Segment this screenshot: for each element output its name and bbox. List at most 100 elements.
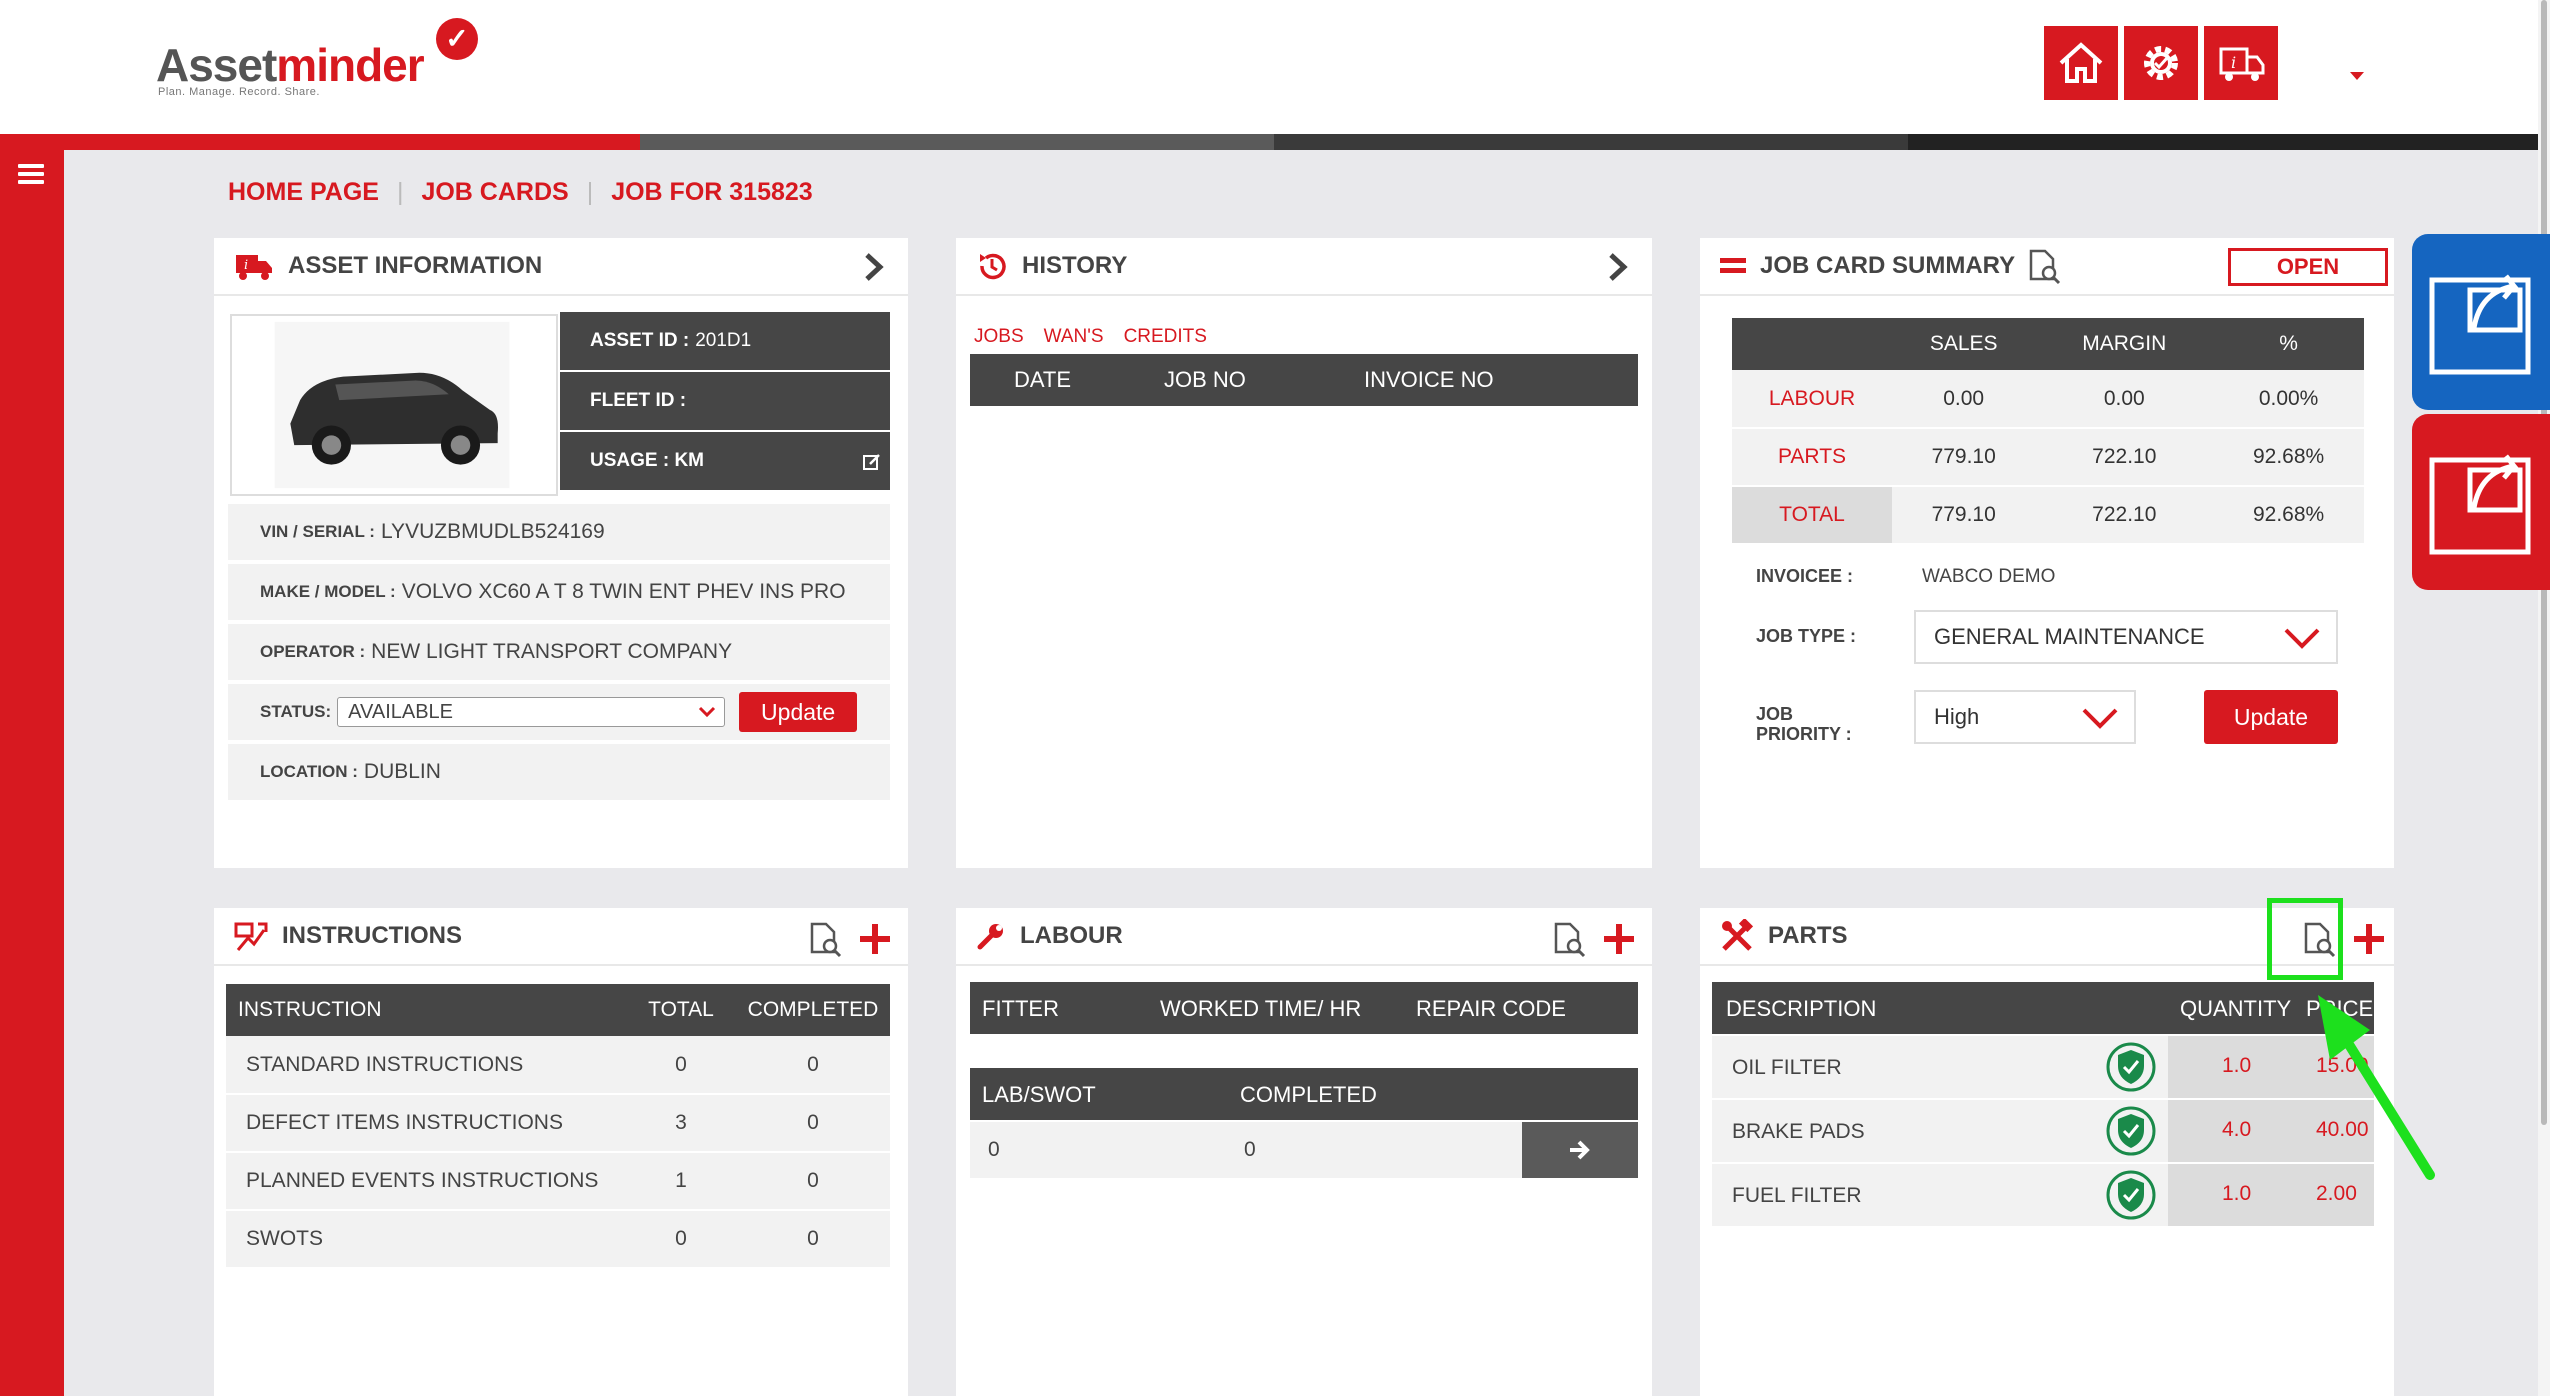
cell-sales: 779.10 <box>1892 428 2036 487</box>
chevron-down-icon <box>2082 708 2118 729</box>
logo-text-asset: Asset <box>156 39 277 91</box>
svg-text:i: i <box>2231 53 2236 72</box>
view-document-icon[interactable] <box>2025 247 2063 285</box>
job-priority-value: High <box>1934 704 1980 729</box>
breadcrumb-home[interactable]: HOME PAGE <box>228 178 379 206</box>
table-row[interactable]: FUEL FILTER 1.0 2.00 <box>1712 1164 2374 1226</box>
col-invoice-no[interactable]: INVOICE NO <box>1364 367 1494 392</box>
labour-header: LABOUR <box>956 908 1652 966</box>
view-document-icon[interactable] <box>2300 920 2338 958</box>
job-priority-select[interactable]: High <box>1914 690 2136 744</box>
parts-table-header: DESCRIPTION QUANTITY PRICE <box>1712 982 2374 1034</box>
home-button[interactable] <box>2044 26 2118 100</box>
breadcrumb-current[interactable]: JOB FOR 315823 <box>611 178 813 206</box>
table-row[interactable]: STANDARD INSTRUCTIONS 0 0 <box>226 1036 890 1095</box>
vehicle-image <box>230 314 558 496</box>
instruction-completed: 0 <box>736 1152 890 1211</box>
cell-pct: 0.00% <box>2213 370 2364 429</box>
asset-id-value: 201D1 <box>695 330 752 351</box>
view-document-icon[interactable] <box>806 920 844 958</box>
parts-header: PARTS <box>1700 908 2394 966</box>
table-row[interactable]: PLANNED EVENTS INSTRUCTIONS 1 0 <box>226 1152 890 1211</box>
status-select[interactable]: AVAILABLE <box>337 697 726 727</box>
breadcrumb-job-cards[interactable]: JOB CARDS <box>421 178 569 206</box>
export-red-button[interactable] <box>2412 414 2550 590</box>
instruction-name: STANDARD INSTRUCTIONS <box>226 1036 626 1095</box>
top-bar-segment-2 <box>640 134 1274 150</box>
location-label: LOCATION : <box>260 762 358 781</box>
app-header: Assetminder Plan. Manage. Record. Share.… <box>0 0 2550 134</box>
lab-completed-value: 0 <box>1244 1138 1256 1161</box>
status-select-value: AVAILABLE <box>348 700 454 723</box>
instructions-title: INSTRUCTIONS <box>282 922 462 949</box>
vehicle-info-button[interactable]: i <box>2204 26 2278 100</box>
labour-table-header: FITTER WORKED TIME/ HR REPAIR CODE <box>970 982 1638 1034</box>
lab-swot-go-button[interactable] <box>1522 1122 1638 1178</box>
edit-icon[interactable] <box>862 452 882 472</box>
add-instruction-icon[interactable] <box>860 924 890 954</box>
make-model-value: VOLVO XC60 A T 8 TWIN ENT PHEV INS PRO <box>401 580 846 603</box>
settings-button[interactable] <box>2124 26 2198 100</box>
col-completed: COMPLETED <box>736 984 890 1036</box>
col-job-no[interactable]: JOB NO <box>1164 367 1246 392</box>
history-table-header: DATE JOB NO INVOICE NO <box>970 354 1638 406</box>
page-scrollbar[interactable] <box>2538 0 2550 1396</box>
tab-jobs[interactable]: JOBS <box>974 326 1024 347</box>
location-value: DUBLIN <box>363 760 441 783</box>
truck-info-icon: i <box>236 255 272 280</box>
instruction-total: 1 <box>626 1152 736 1211</box>
table-row[interactable]: DEFECT ITEMS INSTRUCTIONS 3 0 <box>226 1094 890 1153</box>
make-model-label: MAKE / MODEL : <box>260 582 396 601</box>
cell-margin: 722.10 <box>2035 486 2214 545</box>
history-header: HISTORY <box>956 238 1652 296</box>
export-blue-button[interactable] <box>2412 234 2550 410</box>
cell-pct: 92.68% <box>2213 428 2364 487</box>
summary-table: SALES MARGIN % LABOUR 0.00 0.00 0.00% PARTS… <box>1732 318 2364 545</box>
user-menu-caret-icon[interactable] <box>2350 72 2364 80</box>
operator-label: OPERATOR : <box>260 642 366 661</box>
usage-label: USAGE : KM <box>590 450 704 471</box>
history-panel: HISTORY JOBS WAN'S CREDITS DATE JOB NO I… <box>956 238 1652 868</box>
operator-value: NEW LIGHT TRANSPORT COMPANY <box>371 640 733 663</box>
part-price: 2.00 <box>2316 1182 2357 1205</box>
external-link-icon <box>2429 274 2531 375</box>
instruction-name: PLANNED EVENTS INSTRUCTIONS <box>226 1152 626 1211</box>
tab-wans[interactable]: WAN'S <box>1043 326 1104 347</box>
job-card-summary-panel: JOB CARD SUMMARY OPEN SALES MARGIN % LAB… <box>1700 238 2394 868</box>
job-type-select[interactable]: GENERAL MAINTENANCE <box>1914 610 2338 664</box>
vin-value: LYVUZBMUDLB524169 <box>380 520 605 543</box>
car-photo-icon <box>274 321 510 489</box>
table-row[interactable]: SWOTS 0 0 <box>226 1210 890 1269</box>
hamburger-menu-icon[interactable] <box>18 164 44 184</box>
table-row[interactable]: BRAKE PADS 4.0 40.00 <box>1712 1100 2374 1162</box>
highlight-box <box>2267 898 2343 980</box>
add-part-icon[interactable] <box>2354 924 2384 954</box>
job-priority-update-button[interactable]: Update <box>2204 690 2338 744</box>
parts-list: OIL FILTER 1.0 15.00 BRAKE PADS 4.0 40.0… <box>1712 1036 2374 1258</box>
view-document-icon[interactable] <box>1550 920 1588 958</box>
chevron-right-icon[interactable] <box>1602 252 1632 282</box>
summary-row-labour: LABOUR 0.00 0.00 0.00% <box>1732 370 2364 429</box>
labour-title: LABOUR <box>1020 922 1123 949</box>
col-completed: COMPLETED <box>1240 1082 1377 1107</box>
summary-col-margin: MARGIN <box>2035 318 2214 370</box>
add-labour-icon[interactable] <box>1604 924 1634 954</box>
summary-row-parts: PARTS 779.10 722.10 92.68% <box>1732 428 2364 487</box>
asset-information-header: i ASSET INFORMATION <box>214 238 908 296</box>
operator-row: OPERATOR : NEW LIGHT TRANSPORT COMPANY <box>228 624 890 680</box>
logo-tagline: Plan. Manage. Record. Share. <box>158 86 320 98</box>
part-quantity: 4.0 <box>2222 1118 2252 1141</box>
tab-credits[interactable]: CREDITS <box>1123 326 1207 347</box>
assetminder-logo[interactable]: Assetminder Plan. Manage. Record. Share.… <box>156 18 486 108</box>
col-date[interactable]: DATE <box>1014 367 1072 392</box>
asset-id-field: ASSET ID :201D1 <box>560 312 890 370</box>
sidebar <box>0 150 64 1396</box>
chevron-right-icon[interactable] <box>858 252 888 282</box>
col-description: DESCRIPTION <box>1726 996 1877 1021</box>
status-update-button[interactable]: Update <box>739 692 858 732</box>
col-instruction: INSTRUCTION <box>226 984 626 1036</box>
table-row[interactable]: OIL FILTER 1.0 15.00 <box>1712 1036 2374 1098</box>
breadcrumb: HOME PAGE | JOB CARDS | JOB FOR 315823 <box>228 178 813 206</box>
wrench-icon <box>977 924 1003 950</box>
instruction-completed: 0 <box>736 1036 890 1095</box>
